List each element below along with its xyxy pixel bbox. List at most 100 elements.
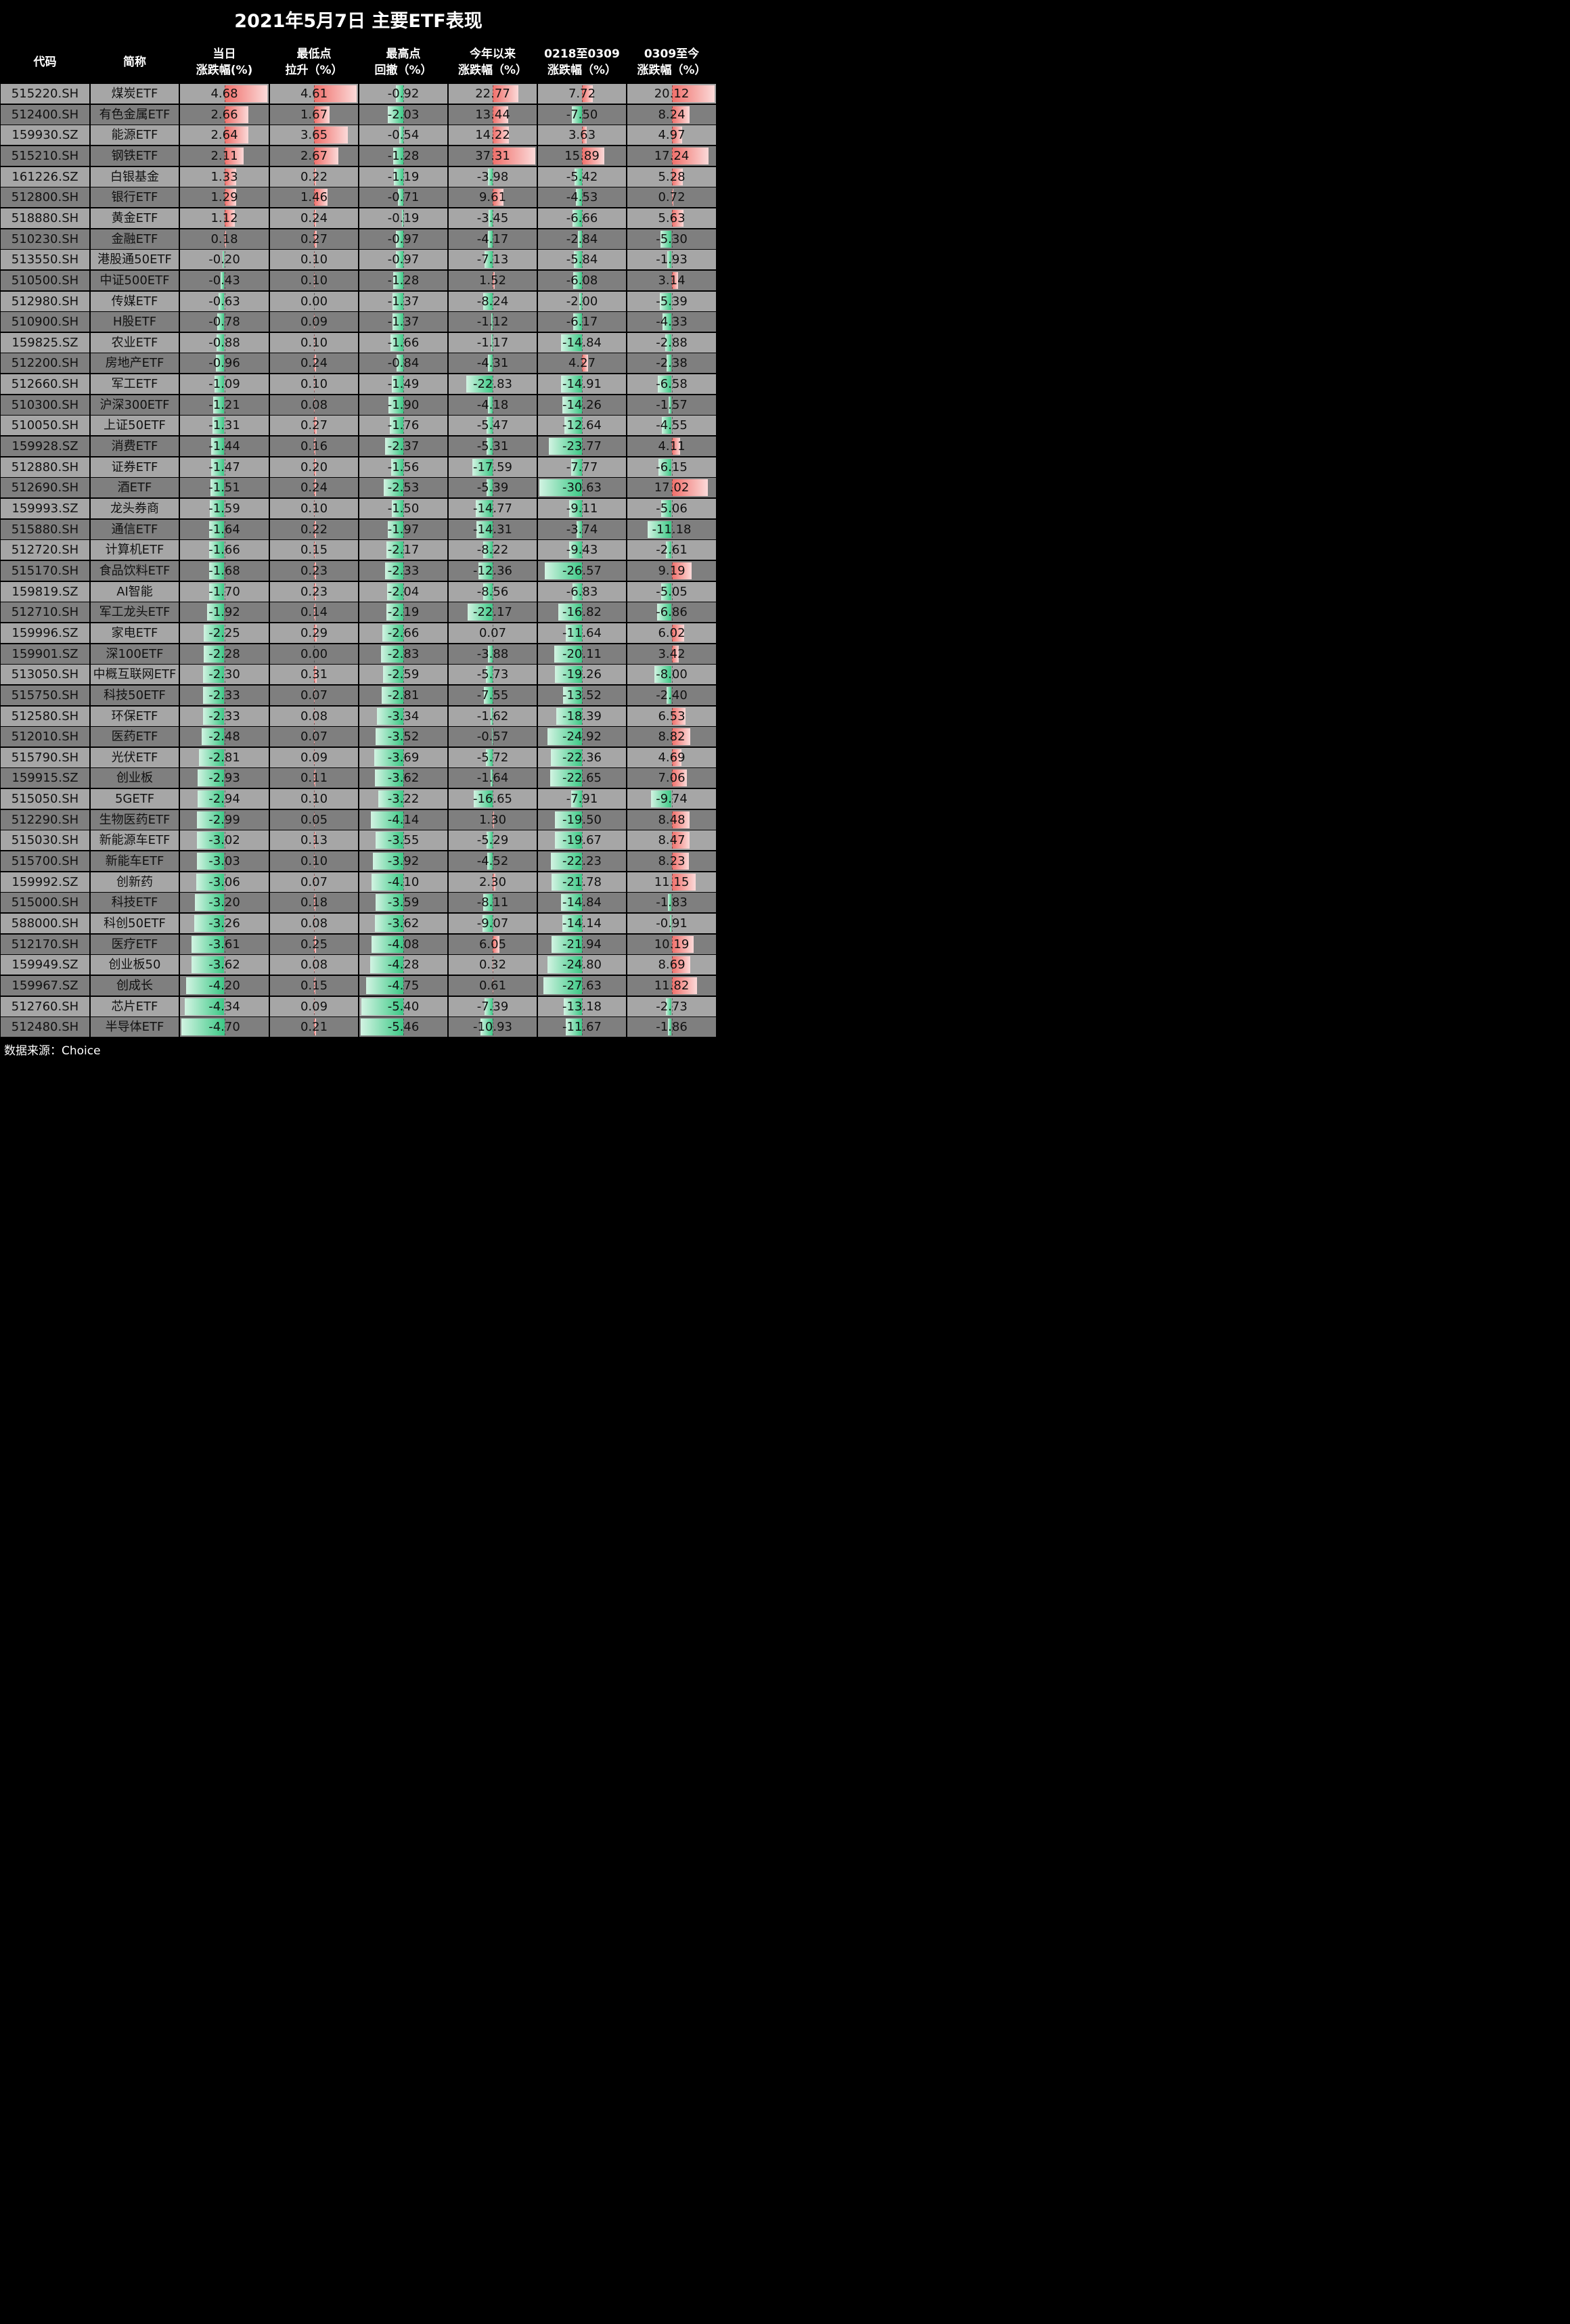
data-bar (671, 707, 686, 725)
cell-text: 8.82 (658, 730, 686, 744)
cell-name: 白银基金 (91, 166, 179, 187)
bar-axis (314, 313, 315, 331)
table-row: 515700.SH 新能车ETF -3.03 0.10 -3.92 -4.52 -22.23… (0, 851, 717, 872)
cell-text: 沪深300ETF (99, 397, 170, 412)
cell-high: -4.75 (359, 975, 447, 996)
data-bar (209, 520, 225, 538)
cell-p1: -13.52 (538, 685, 626, 705)
data-bar (671, 748, 682, 766)
data-bar (671, 832, 690, 849)
cell-text: 0.10 (300, 377, 328, 392)
data-bar (191, 935, 225, 953)
cell-high: -3.62 (359, 768, 447, 788)
cell-text: 0.27 (300, 231, 328, 246)
data-bar (466, 376, 493, 393)
data-bar (487, 853, 493, 870)
data-bar (493, 147, 535, 164)
bar-axis (403, 873, 404, 891)
cell-p2: 8.69 (627, 955, 716, 975)
data-bar (669, 915, 672, 932)
table-row: 161226.SZ 白银基金 1.33 0.22 -1.19 -3.98 -5.42 5.28 (0, 166, 717, 187)
data-bar (375, 894, 403, 912)
bar-axis (403, 624, 404, 642)
table-row: 512710.SH 军工龙头ETF -1.92 0.14 -2.19 -22.17 -16.… (0, 602, 717, 623)
cell-text: -4.18 (476, 397, 509, 412)
cell-text: 0.16 (300, 439, 328, 454)
data-bar (549, 438, 582, 455)
cell-low: 0.14 (270, 602, 358, 623)
cell-text: -3.62 (387, 916, 420, 931)
cell-text: 证券ETF (111, 460, 158, 474)
cell-p1: -19.67 (538, 830, 626, 851)
data-bar (671, 811, 690, 828)
cell-low: 0.08 (270, 914, 358, 933)
bar-axis (671, 790, 673, 808)
cell-text: 515170.SH (11, 563, 79, 578)
cell-text: 512480.SH (11, 1020, 79, 1035)
header-day-l2: 涨跌幅(%) (196, 64, 253, 77)
cell-text: -5.29 (476, 833, 509, 848)
cell-text: 2.67 (300, 148, 328, 163)
cell-name: 沪深300ETF (91, 395, 179, 415)
cell-day: -1.59 (180, 499, 269, 518)
cell-text: -3.52 (387, 730, 420, 744)
bar-axis (314, 541, 315, 559)
cell-low: 0.07 (270, 727, 358, 747)
cell-high: -3.52 (359, 727, 447, 747)
cell-high: -0.84 (359, 353, 447, 374)
cell-text: 0.08 (300, 958, 328, 973)
bar-axis (314, 251, 315, 269)
cell-low: 0.00 (270, 644, 358, 664)
cell-p2: -1.93 (627, 250, 716, 270)
cell-ytd: -7.39 (449, 996, 537, 1016)
cell-p2: 8.48 (627, 809, 716, 830)
cell-high: -3.92 (359, 851, 447, 872)
cell-p1: -20.11 (538, 644, 626, 664)
cell-name: 龙头券商 (91, 499, 179, 518)
data-bar (493, 85, 519, 102)
data-bar (671, 189, 673, 206)
cell-low: 0.10 (270, 499, 358, 518)
table-row: 515000.SH 科技ETF -3.20 0.18 -3.59 -8.11 -14.84 -… (0, 893, 717, 913)
bar-axis (314, 209, 315, 227)
cell-text: -5.39 (656, 294, 688, 309)
data-bar (191, 956, 225, 974)
bar-axis (671, 624, 673, 642)
cell-high: -3.69 (359, 747, 447, 767)
cell-text: -1.28 (387, 148, 420, 163)
data-bar (550, 769, 582, 787)
cell-high: -1.76 (359, 416, 447, 436)
data-bar (493, 271, 495, 289)
header-low: 最低点 拉升（%） (269, 42, 359, 83)
cell-text: -24.92 (562, 730, 602, 744)
data-bar (483, 541, 493, 559)
data-bar (666, 541, 672, 559)
cell-text: -7.91 (566, 792, 598, 807)
cell-name: 环保ETF (91, 706, 179, 726)
cell-text: 科创50ETF (104, 916, 166, 931)
bar-axis (314, 376, 315, 393)
data-bar (671, 106, 690, 123)
cell-ytd: 0.07 (449, 623, 537, 643)
data-bar (492, 728, 493, 746)
cell-text: -11.18 (652, 522, 692, 537)
cell-text: 8.47 (658, 833, 686, 848)
cell-text: 4.69 (658, 750, 686, 765)
bar-axis (403, 645, 404, 663)
table-row: 513050.SH 中概互联网ETF -2.30 0.31 -2.59 -5.73 -19.… (0, 665, 717, 685)
cell-text: -7.50 (566, 107, 598, 122)
bar-axis (403, 915, 404, 932)
cell-p2: -6.58 (627, 374, 716, 395)
bar-axis (671, 438, 673, 455)
cell-text: -2.83 (387, 646, 420, 661)
data-bar (392, 313, 403, 331)
data-bar (484, 686, 493, 704)
cell-text: -2.99 (208, 812, 240, 827)
cell-ytd: -7.55 (449, 685, 537, 705)
cell-p1: -21.78 (538, 872, 626, 892)
cell-text: 13.44 (475, 107, 510, 122)
cell-p1: -6.17 (538, 312, 626, 332)
cell-ytd: -14.31 (449, 519, 537, 539)
cell-text: -20.11 (562, 646, 602, 661)
bar-axis (314, 769, 315, 787)
